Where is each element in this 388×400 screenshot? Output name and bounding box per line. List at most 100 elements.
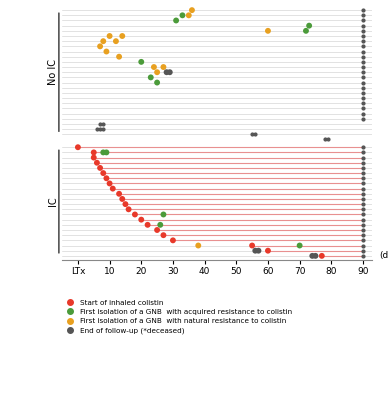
Point: [249, 131, 255, 138]
Point: [360, 216, 366, 223]
Point: [116, 190, 122, 197]
Point: [138, 216, 144, 223]
Point: [125, 206, 132, 212]
Point: [195, 242, 201, 249]
Point: [103, 149, 109, 156]
Point: [360, 170, 366, 176]
Point: [100, 121, 106, 127]
Text: No IC: No IC: [48, 59, 58, 85]
Point: [154, 79, 160, 86]
Point: [360, 253, 366, 259]
Point: [163, 69, 170, 76]
Text: IC: IC: [48, 197, 58, 206]
Point: [75, 144, 81, 150]
Point: [100, 38, 106, 44]
Point: [148, 74, 154, 80]
Point: [312, 253, 319, 259]
Point: [100, 149, 106, 156]
Point: [296, 242, 303, 249]
Point: [154, 227, 160, 233]
Point: [322, 136, 328, 143]
Point: [360, 74, 366, 80]
Point: [325, 136, 331, 143]
Point: [360, 105, 366, 112]
Point: [360, 95, 366, 101]
Point: [360, 100, 366, 106]
Point: [119, 196, 125, 202]
Point: [91, 154, 97, 161]
Point: [144, 222, 151, 228]
Point: [360, 175, 366, 182]
Point: [106, 33, 113, 39]
Point: [360, 160, 366, 166]
Point: [94, 160, 100, 166]
Point: [360, 186, 366, 192]
Point: [360, 211, 366, 218]
Point: [360, 144, 366, 150]
Point: [360, 149, 366, 156]
Point: [160, 232, 166, 238]
Point: [360, 237, 366, 244]
Point: [265, 28, 271, 34]
Point: [360, 28, 366, 34]
Point: [319, 253, 325, 259]
Legend: Start of inhaled colistin, First isolation of a GNB  with acquired resistance to: Start of inhaled colistin, First isolati…: [59, 297, 295, 337]
Point: [100, 170, 106, 176]
Point: [94, 126, 100, 132]
Point: [360, 206, 366, 212]
Point: [360, 48, 366, 55]
Point: [132, 211, 138, 218]
Point: [252, 248, 258, 254]
Point: [116, 54, 122, 60]
Point: [360, 154, 366, 161]
Point: [360, 242, 366, 249]
Point: [360, 190, 366, 197]
Point: [360, 79, 366, 86]
Point: [103, 175, 109, 182]
Point: [97, 126, 103, 132]
Point: [360, 84, 366, 91]
Point: [360, 59, 366, 65]
Point: [122, 201, 128, 207]
Point: [360, 180, 366, 187]
Point: [360, 165, 366, 171]
Point: [360, 54, 366, 60]
Point: [113, 38, 119, 44]
Point: [360, 248, 366, 254]
Point: [360, 22, 366, 29]
Point: [360, 69, 366, 76]
Text: (days): (days): [379, 251, 388, 260]
Point: [249, 242, 255, 249]
Point: [303, 28, 309, 34]
Point: [151, 64, 157, 70]
Point: [160, 64, 166, 70]
Point: [119, 33, 125, 39]
Point: [167, 69, 173, 76]
Point: [97, 43, 103, 50]
Point: [154, 69, 160, 76]
Point: [103, 48, 109, 55]
Point: [91, 149, 97, 156]
Point: [360, 38, 366, 44]
Point: [360, 110, 366, 117]
Point: [360, 33, 366, 39]
Point: [309, 253, 315, 259]
Point: [189, 7, 195, 13]
Point: [97, 165, 103, 171]
Point: [255, 248, 262, 254]
Point: [97, 121, 103, 127]
Point: [360, 196, 366, 202]
Point: [360, 90, 366, 96]
Point: [360, 222, 366, 228]
Point: [252, 131, 258, 138]
Point: [360, 116, 366, 122]
Point: [160, 211, 166, 218]
Point: [360, 7, 366, 13]
Point: [100, 126, 106, 132]
Point: [306, 22, 312, 29]
Point: [110, 186, 116, 192]
Point: [360, 43, 366, 50]
Point: [360, 12, 366, 18]
Point: [360, 227, 366, 233]
Point: [170, 237, 176, 244]
